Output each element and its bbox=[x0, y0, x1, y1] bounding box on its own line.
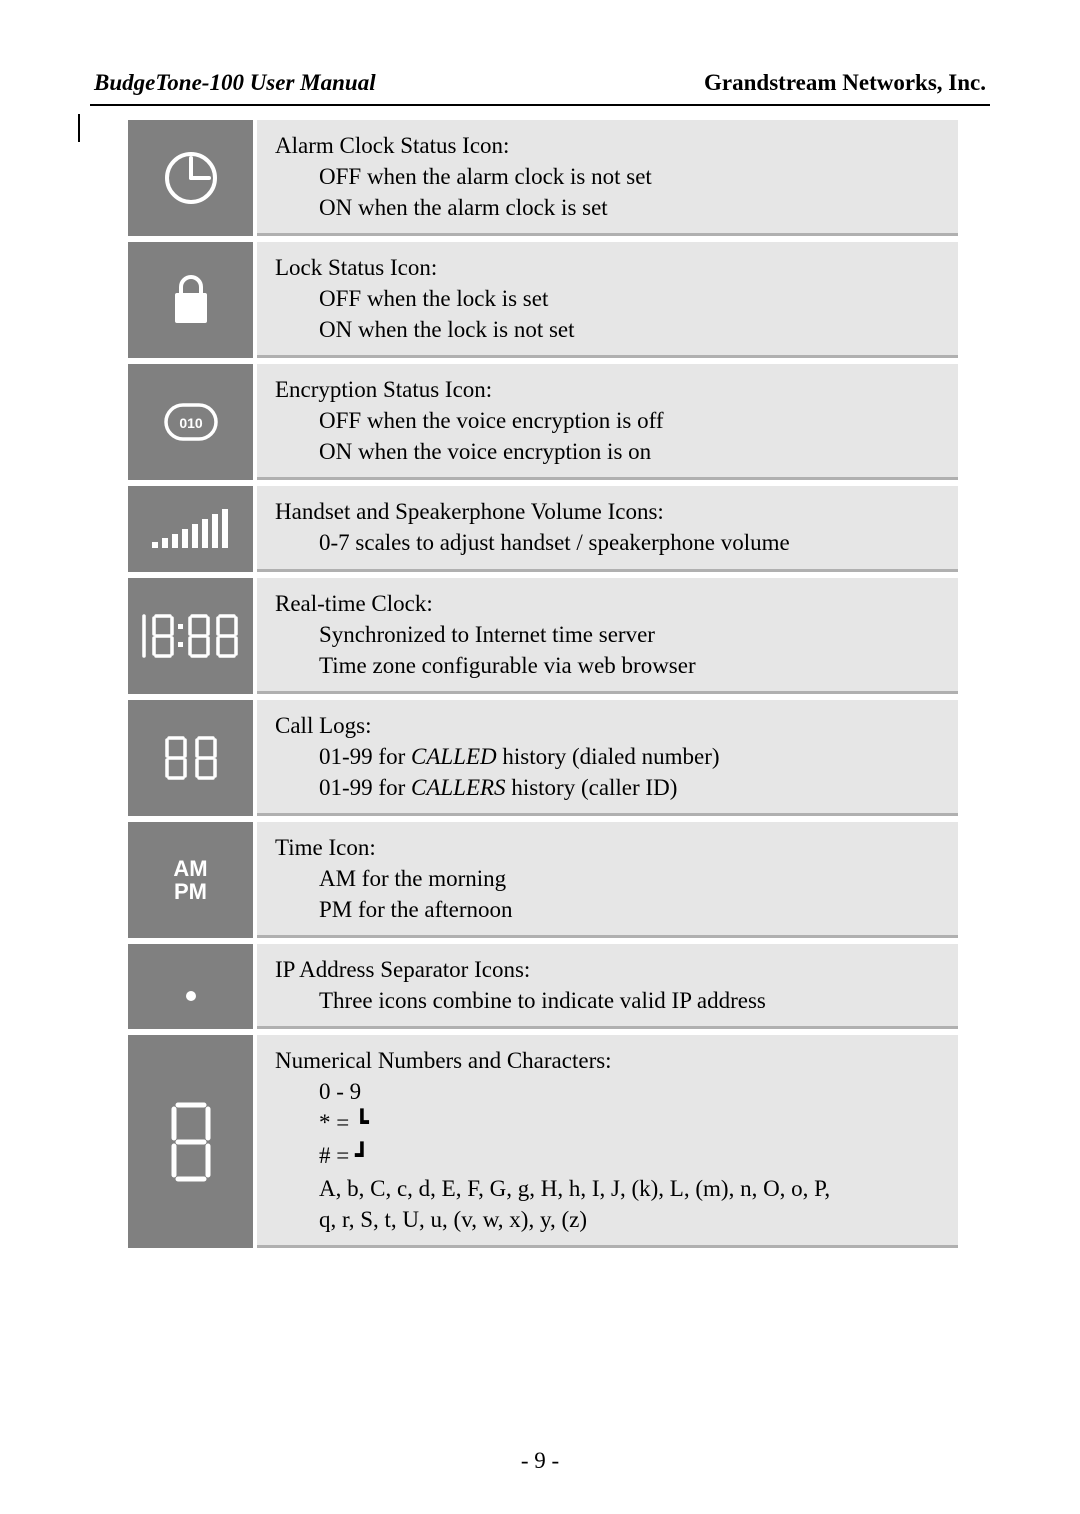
description-cell: Call Logs: 01-99 for CALLED history (dia… bbox=[257, 700, 958, 816]
table-row: 010 Encryption Status Icon: OFF when the… bbox=[128, 364, 958, 480]
two-digits-icon bbox=[161, 734, 221, 782]
table-row: AM PM Time Icon: AM for the morning PM f… bbox=[128, 822, 958, 938]
icon-cell bbox=[128, 242, 253, 358]
row-line: # = ┛ bbox=[275, 1140, 942, 1173]
table-row: Real-time Clock: Synchronized to Interne… bbox=[128, 578, 958, 694]
icon-cell: 010 bbox=[128, 364, 253, 480]
row-line: * = ┗ bbox=[275, 1107, 942, 1140]
row-line: ON when the lock is not set bbox=[275, 314, 942, 345]
am-label: AM bbox=[173, 857, 207, 880]
page-header: BudgeTone-100 User Manual Grandstream Ne… bbox=[90, 70, 990, 102]
row-line: PM for the afternoon bbox=[275, 894, 942, 925]
row-title: Encryption Status Icon: bbox=[275, 374, 942, 405]
am-pm-icon: AM PM bbox=[173, 857, 207, 903]
row-line: q, r, S, t, U, u, (v, w, x), y, (z) bbox=[275, 1204, 942, 1235]
row-line: ON when the voice encryption is on bbox=[275, 436, 942, 467]
row-title: Call Logs: bbox=[275, 710, 942, 741]
table-row: Call Logs: 01-99 for CALLED history (dia… bbox=[128, 700, 958, 816]
row-title: Alarm Clock Status Icon: bbox=[275, 130, 942, 161]
table-row: Lock Status Icon: OFF when the lock is s… bbox=[128, 242, 958, 358]
row-line: 01-99 for CALLED history (dialed number) bbox=[275, 741, 942, 772]
lock-icon bbox=[169, 273, 213, 327]
row-line: A, b, C, c, d, E, F, G, g, H, h, I, J, (… bbox=[275, 1173, 942, 1204]
description-cell: Alarm Clock Status Icon: OFF when the al… bbox=[257, 120, 958, 236]
row-title: Real-time Clock: bbox=[275, 588, 942, 619]
icon-cell bbox=[128, 120, 253, 236]
icon-cell bbox=[128, 578, 253, 694]
manual-page: BudgeTone-100 User Manual Grandstream Ne… bbox=[0, 0, 1080, 1514]
alarm-clock-icon bbox=[163, 150, 219, 206]
table-row: Handset and Speakerphone Volume Icons: 0… bbox=[128, 486, 958, 571]
header-left: BudgeTone-100 User Manual bbox=[94, 70, 376, 96]
icon-cell bbox=[128, 1035, 253, 1248]
row-line: Synchronized to Internet time server bbox=[275, 619, 942, 650]
text: 01-99 for bbox=[319, 775, 411, 800]
description-cell: Real-time Clock: Synchronized to Interne… bbox=[257, 578, 958, 694]
row-title: Lock Status Icon: bbox=[275, 252, 942, 283]
table-row: IP Address Separator Icons: Three icons … bbox=[128, 944, 958, 1029]
italic-text: CALLERS bbox=[411, 775, 506, 800]
text: # = bbox=[319, 1143, 349, 1168]
pm-label: PM bbox=[173, 880, 207, 903]
row-line: OFF when the alarm clock is not set bbox=[275, 161, 942, 192]
header-rule bbox=[90, 104, 990, 106]
row-line: OFF when the voice encryption is off bbox=[275, 405, 942, 436]
row-line: Time zone configurable via web browser bbox=[275, 650, 942, 681]
volume-bars-icon bbox=[152, 508, 230, 550]
row-line: AM for the morning bbox=[275, 863, 942, 894]
icon-description-table: Alarm Clock Status Icon: OFF when the al… bbox=[128, 120, 958, 1248]
text: * = bbox=[319, 1110, 349, 1135]
encryption-icon: 010 bbox=[163, 402, 219, 442]
header-right: Grandstream Networks, Inc. bbox=[704, 70, 986, 96]
description-cell: Handset and Speakerphone Volume Icons: 0… bbox=[257, 486, 958, 571]
row-title: Time Icon: bbox=[275, 832, 942, 863]
icon-cell bbox=[128, 700, 253, 816]
text: history (caller ID) bbox=[506, 775, 678, 800]
symbol: ┗ bbox=[355, 1111, 369, 1137]
description-cell: Lock Status Icon: OFF when the lock is s… bbox=[257, 242, 958, 358]
dot-icon bbox=[181, 966, 201, 1006]
description-cell: Time Icon: AM for the morning PM for the… bbox=[257, 822, 958, 938]
icon-cell: AM PM bbox=[128, 822, 253, 938]
description-cell: IP Address Separator Icons: Three icons … bbox=[257, 944, 958, 1029]
description-cell: Encryption Status Icon: OFF when the voi… bbox=[257, 364, 958, 480]
row-line: OFF when the lock is set bbox=[275, 283, 942, 314]
row-title: Numerical Numbers and Characters: bbox=[275, 1045, 942, 1076]
table-row: Numerical Numbers and Characters: 0 - 9 … bbox=[128, 1035, 958, 1248]
page-number: - 9 - bbox=[90, 1448, 990, 1474]
clock-digits-icon bbox=[136, 610, 246, 662]
text: history (dialed number) bbox=[497, 744, 720, 769]
encryption-label: 010 bbox=[179, 415, 203, 431]
icon-cell bbox=[128, 944, 253, 1029]
row-line: 01-99 for CALLERS history (caller ID) bbox=[275, 772, 942, 803]
description-cell: Numerical Numbers and Characters: 0 - 9 … bbox=[257, 1035, 958, 1248]
table-row: Alarm Clock Status Icon: OFF when the al… bbox=[128, 120, 958, 236]
row-line: 0-7 scales to adjust handset / speakerph… bbox=[275, 527, 942, 558]
seven-segment-icon bbox=[166, 1099, 216, 1185]
symbol: ┛ bbox=[355, 1144, 369, 1170]
text: 01-99 for bbox=[319, 744, 411, 769]
row-title: IP Address Separator Icons: bbox=[275, 954, 942, 985]
italic-text: CALLED bbox=[411, 744, 497, 769]
row-line: ON when the alarm clock is set bbox=[275, 192, 942, 223]
row-line: 0 - 9 bbox=[275, 1076, 942, 1107]
row-line: Three icons combine to indicate valid IP… bbox=[275, 985, 942, 1016]
row-title: Handset and Speakerphone Volume Icons: bbox=[275, 496, 942, 527]
icon-cell bbox=[128, 486, 253, 571]
